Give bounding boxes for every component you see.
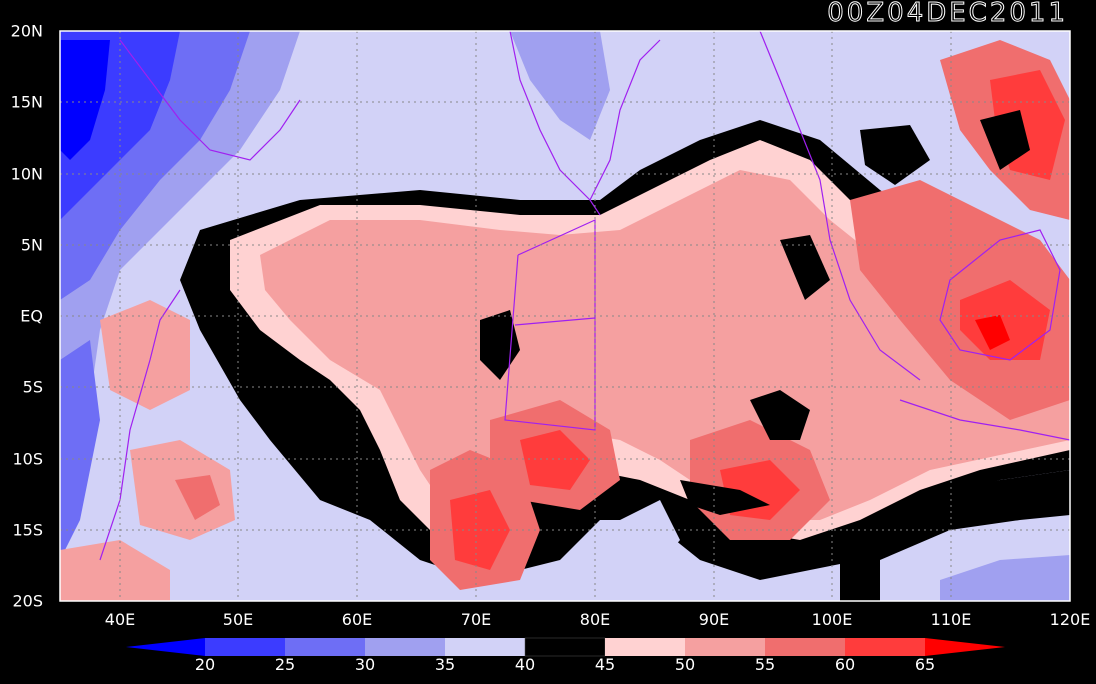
lat-label: 5N — [20, 235, 43, 255]
colorbar-tick-label: 40 — [514, 655, 536, 674]
colorbar-tick-label: 50 — [674, 655, 696, 674]
colorbar-tick-label: 45 — [594, 655, 616, 674]
timestamp-label: 00Z04DEC2011 — [827, 0, 1068, 29]
lat-label: 15N — [10, 92, 43, 112]
lon-label: 50E — [222, 610, 254, 629]
field-contours — [60, 31, 1070, 601]
plot-border — [59, 30, 1071, 602]
lat-label: 20N — [10, 21, 43, 41]
lat-label: 15S — [12, 520, 43, 540]
colorbar-tick-label: 20 — [194, 655, 216, 674]
colorbar-tick-label: 35 — [434, 655, 456, 674]
lon-label: 120E — [1049, 610, 1091, 629]
lon-label: 110E — [930, 610, 972, 629]
lat-label: 10S — [12, 449, 43, 469]
lat-label: 5S — [22, 377, 43, 397]
lat-label: 20S — [12, 591, 43, 611]
colorbar — [126, 637, 1005, 657]
colorbar-tick-label: 60 — [834, 655, 856, 674]
colorbar-tick-label: 55 — [754, 655, 776, 674]
lat-label: EQ — [20, 306, 43, 326]
lon-label: 90E — [698, 610, 730, 629]
lon-label: 40E — [104, 610, 136, 629]
lon-label: 100E — [811, 610, 853, 629]
colorbar-tick-label: 30 — [354, 655, 376, 674]
lat-label: 10N — [10, 164, 43, 184]
colorbar-over-arrow — [925, 638, 1005, 656]
colorbar-under-arrow — [126, 638, 205, 656]
lon-label: 80E — [579, 610, 611, 629]
lon-label: 70E — [460, 610, 492, 629]
lon-label: 60E — [341, 610, 373, 629]
colorbar-tick-label: 25 — [274, 655, 296, 674]
colorbar-tick-label: 65 — [914, 655, 936, 674]
